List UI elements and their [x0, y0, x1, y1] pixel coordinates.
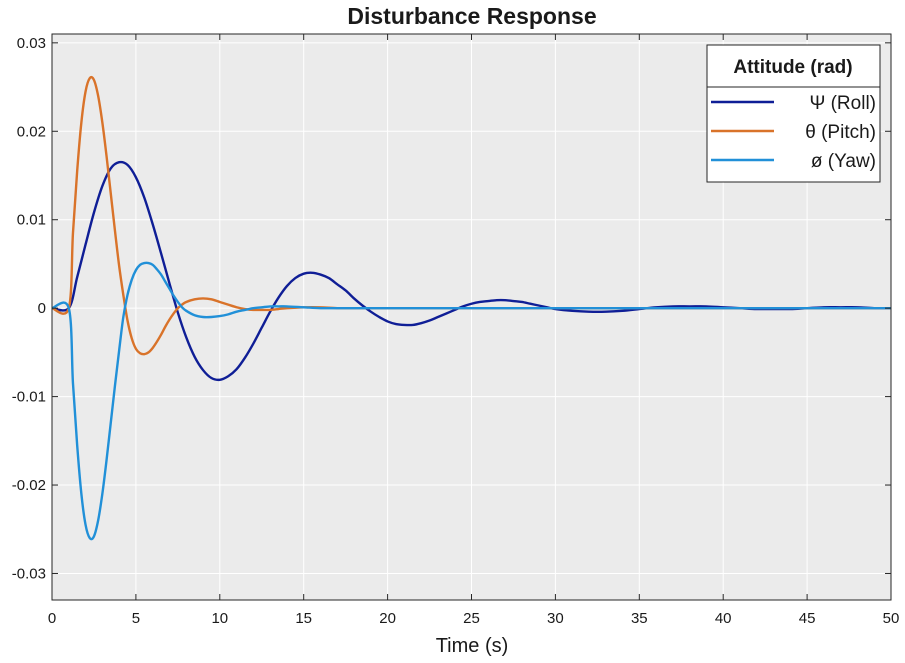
y-tick-label: 0.01	[17, 212, 46, 229]
x-tick-label: 5	[132, 610, 140, 627]
legend-items: Ψ (Roll) θ (Pitch) ø (Yaw)	[711, 93, 876, 172]
series-line-roll	[51, 160, 892, 382]
y-tick-labels: -0.03 -0.02 -0.01 0 0.01 0.02 0.03	[12, 35, 46, 583]
legend-label-roll: Ψ (Roll)	[809, 93, 876, 114]
x-tick-label: 40	[715, 610, 732, 627]
y-tick-label: 0.03	[17, 35, 46, 52]
y-tick-label: -0.03	[12, 565, 46, 582]
legend-label-yaw: ø (Yaw)	[811, 151, 876, 172]
legend-title: Attitude (rad)	[733, 57, 852, 78]
x-tick-label: 45	[799, 610, 816, 627]
x-tick-label: 15	[295, 610, 312, 627]
chart-title: Disturbance Response	[347, 3, 596, 29]
y-tick-label: 0.02	[17, 123, 46, 140]
series-line-yaw	[51, 261, 891, 541]
x-tick-label: 20	[379, 610, 396, 627]
x-tick-label: 25	[463, 610, 480, 627]
x-tick-label: 0	[48, 610, 56, 627]
x-tick-label: 10	[211, 610, 228, 627]
x-tick-label: 50	[883, 610, 900, 627]
legend-label-pitch: θ (Pitch)	[805, 122, 876, 143]
x-axis-label: Time (s)	[436, 635, 509, 657]
x-tick-labels: 0 5 10 15 20 25 30 35 40 45 50	[48, 610, 900, 627]
y-tick-label: 0	[38, 300, 46, 317]
y-tick-label: -0.01	[12, 389, 46, 406]
legend: Attitude (rad) Ψ (Roll) θ (Pitch) ø (Yaw)	[706, 44, 881, 183]
series-layer	[51, 75, 892, 541]
axis-ticks	[51, 34, 892, 600]
x-tick-label: 35	[631, 610, 648, 627]
x-tick-label: 30	[547, 610, 564, 627]
y-tick-label: -0.02	[12, 477, 46, 494]
